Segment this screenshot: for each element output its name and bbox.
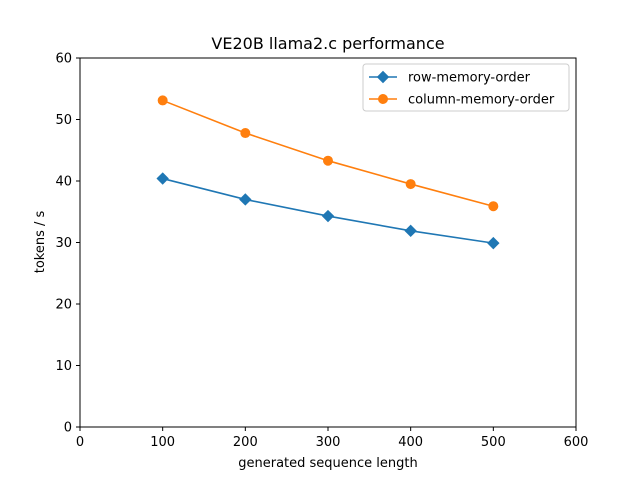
legend-entry: row-memory-order [369,71,531,86]
legend-label: row-memory-order [408,71,531,86]
data-point [404,224,417,238]
x-axis-label: generated sequence length [238,456,418,471]
y-tick-label: 60 [55,52,72,67]
x-tick-label: 100 [150,435,175,450]
series-layer [156,95,500,250]
y-tick-label: 40 [55,175,72,190]
y-tick-label: 10 [55,359,72,374]
legend-marker [378,94,388,104]
y-tick-label: 0 [64,421,72,436]
x-tick-label: 0 [76,435,84,450]
data-point [405,179,416,190]
plot-area-frame [79,57,577,428]
x-tick-label: 200 [233,435,258,450]
y-axis-ticks: 0 10 20 30 40 50 60 [55,52,80,436]
data-point [157,95,168,106]
y-tick-label: 30 [55,236,72,251]
series-column-memory-order [157,95,499,212]
data-point [239,193,252,206]
chart-title: VE20B llama2.c performance [211,34,444,53]
legend-entry: column-memory-order [369,93,555,108]
data-point [240,128,251,139]
data-point [323,155,333,166]
legend-label: column-memory-order [408,93,555,108]
legend-entries: row-memory-order column-memory-order [369,71,555,108]
legend-box [362,63,570,112]
data-point [488,201,499,212]
x-tick-label: 300 [316,435,341,450]
data-point [321,209,335,223]
y-tick-label: 50 [55,113,72,128]
x-axis-ticks: 0 100 200 300 400 500 600 [76,427,589,450]
x-tick-label: 600 [564,435,589,450]
data-point [487,236,500,250]
data-point [156,172,169,185]
x-tick-label: 400 [398,435,423,450]
x-tick-label: 500 [481,435,506,450]
series-row-memory-order [156,172,500,250]
y-tick-label: 20 [55,298,72,313]
legend: row-memory-order column-memory-order [362,63,570,112]
y-axis-label: tokens / s [33,211,48,274]
legend-marker [376,70,390,84]
